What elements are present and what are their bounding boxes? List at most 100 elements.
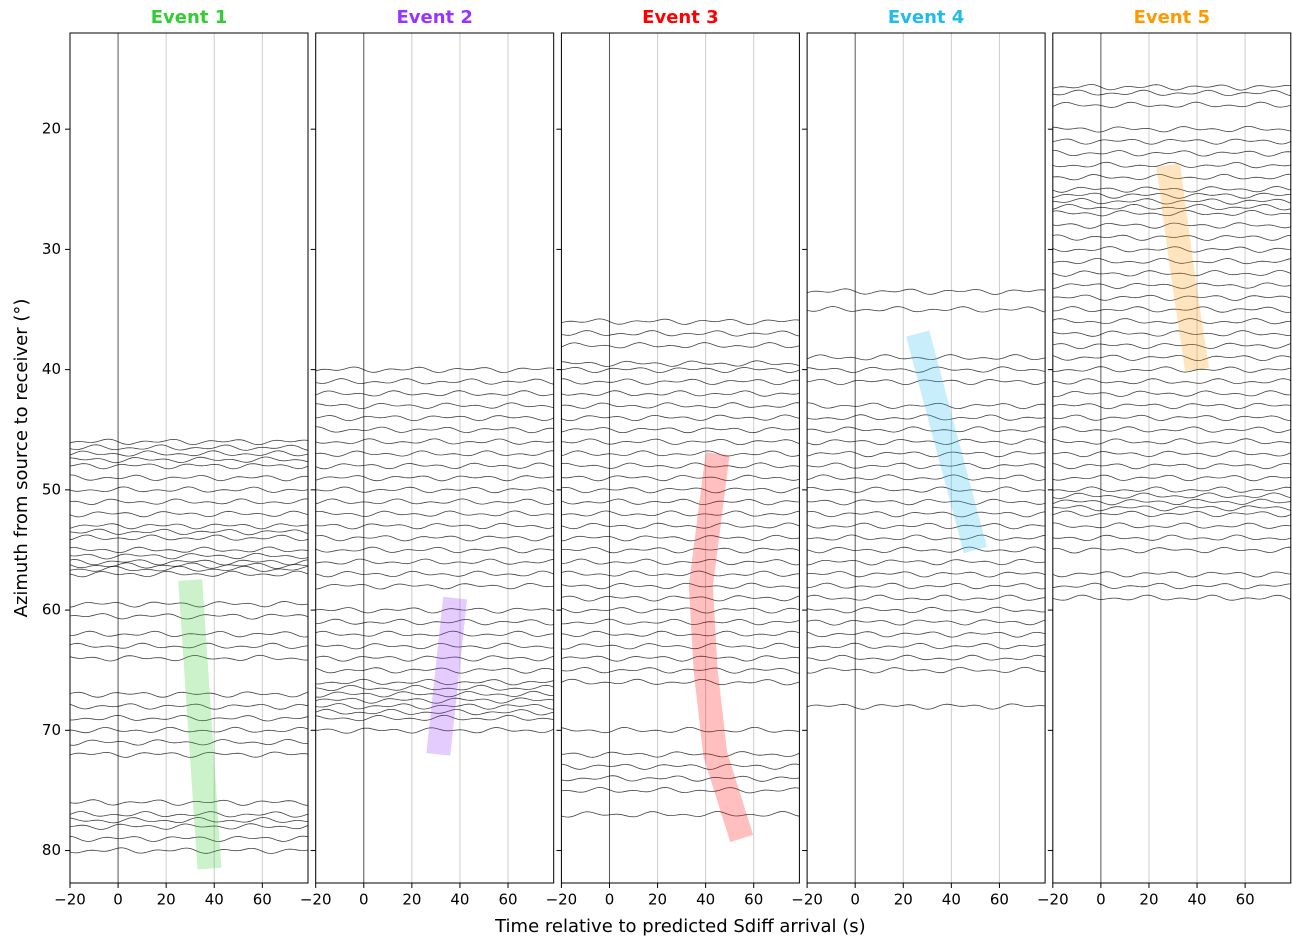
trace xyxy=(561,726,800,734)
trace xyxy=(807,402,1046,410)
trace xyxy=(1052,571,1291,578)
trace xyxy=(315,642,554,650)
trace xyxy=(70,630,308,638)
y-tick-label: 30 xyxy=(42,240,61,258)
x-tick-label: 0 xyxy=(1096,891,1106,909)
trace xyxy=(315,667,554,674)
trace xyxy=(315,727,554,734)
plot-area xyxy=(561,33,800,883)
trace xyxy=(1052,318,1291,325)
trace xyxy=(561,414,800,422)
trace xyxy=(561,811,800,818)
plot-area xyxy=(807,33,1046,883)
trace xyxy=(561,534,800,542)
panel-title: Event 5 xyxy=(1134,7,1210,28)
trace xyxy=(561,378,800,386)
trace xyxy=(561,607,800,614)
trace xyxy=(315,522,554,530)
trace xyxy=(315,378,554,385)
trace xyxy=(561,427,800,434)
trace xyxy=(70,703,308,710)
axes-frame xyxy=(315,32,555,884)
trace xyxy=(70,562,308,569)
trace xyxy=(1052,450,1291,458)
x-tick-label: 20 xyxy=(894,891,913,909)
trace xyxy=(807,288,1046,295)
trace xyxy=(561,667,800,674)
trace xyxy=(807,606,1046,614)
trace xyxy=(561,595,800,602)
trace xyxy=(561,450,800,457)
axes-frame xyxy=(69,32,309,884)
trace xyxy=(561,438,800,445)
trace xyxy=(1052,462,1291,470)
trace xyxy=(807,571,1046,578)
trace xyxy=(1052,186,1291,193)
trace xyxy=(561,462,800,469)
trace xyxy=(807,438,1046,446)
trace xyxy=(807,486,1046,493)
trace xyxy=(807,498,1046,506)
trace xyxy=(1052,582,1291,590)
trace xyxy=(315,534,554,542)
trace xyxy=(70,444,308,451)
x-tick-label: 60 xyxy=(744,891,763,909)
trace xyxy=(70,463,308,470)
trace xyxy=(70,601,308,608)
trace xyxy=(561,570,800,577)
trace xyxy=(1052,306,1291,313)
plot-area xyxy=(1052,33,1291,883)
x-tick-label: 20 xyxy=(157,891,176,909)
trace xyxy=(70,559,308,566)
trace xyxy=(315,558,554,565)
trace xyxy=(561,751,800,758)
trace xyxy=(70,534,308,541)
x-tick-label: 0 xyxy=(850,891,860,909)
plot-area xyxy=(315,33,554,883)
x-tick-label: 60 xyxy=(253,891,272,909)
trace xyxy=(315,703,554,710)
trace xyxy=(807,414,1046,421)
x-axis-label: Time relative to predicted Sdiff arrival… xyxy=(494,916,866,937)
trace xyxy=(807,522,1046,530)
trace xyxy=(1052,522,1291,529)
trace xyxy=(561,510,800,517)
trace xyxy=(1052,390,1291,398)
trace xyxy=(70,510,308,518)
trace xyxy=(315,415,554,422)
trace xyxy=(561,678,800,686)
x-tick-label: 0 xyxy=(113,891,123,909)
trace xyxy=(1052,594,1291,601)
trace xyxy=(1052,498,1291,506)
trace xyxy=(70,654,308,662)
trace xyxy=(561,630,800,637)
trace xyxy=(70,528,308,536)
axes-frame xyxy=(806,32,1046,884)
trace xyxy=(315,486,554,494)
highlight-band xyxy=(426,596,468,756)
trace xyxy=(1052,234,1291,241)
x-tick-label: −20 xyxy=(54,891,86,909)
trace xyxy=(315,570,554,578)
trace xyxy=(70,642,308,649)
trace xyxy=(315,582,554,590)
trace xyxy=(1052,173,1291,181)
trace xyxy=(807,354,1046,361)
trace xyxy=(70,565,308,572)
trace xyxy=(807,426,1046,433)
trace xyxy=(1052,366,1291,373)
trace xyxy=(70,486,308,493)
trace xyxy=(807,631,1046,638)
highlight-band xyxy=(688,452,754,843)
trace xyxy=(807,306,1046,313)
trace xyxy=(70,498,308,505)
trace xyxy=(807,594,1046,601)
trace xyxy=(1052,83,1291,91)
trace xyxy=(807,474,1046,481)
trace xyxy=(70,613,308,620)
trace xyxy=(1052,150,1291,157)
y-tick-label: 80 xyxy=(42,841,61,859)
trace xyxy=(1052,438,1291,445)
trace xyxy=(1052,258,1291,265)
